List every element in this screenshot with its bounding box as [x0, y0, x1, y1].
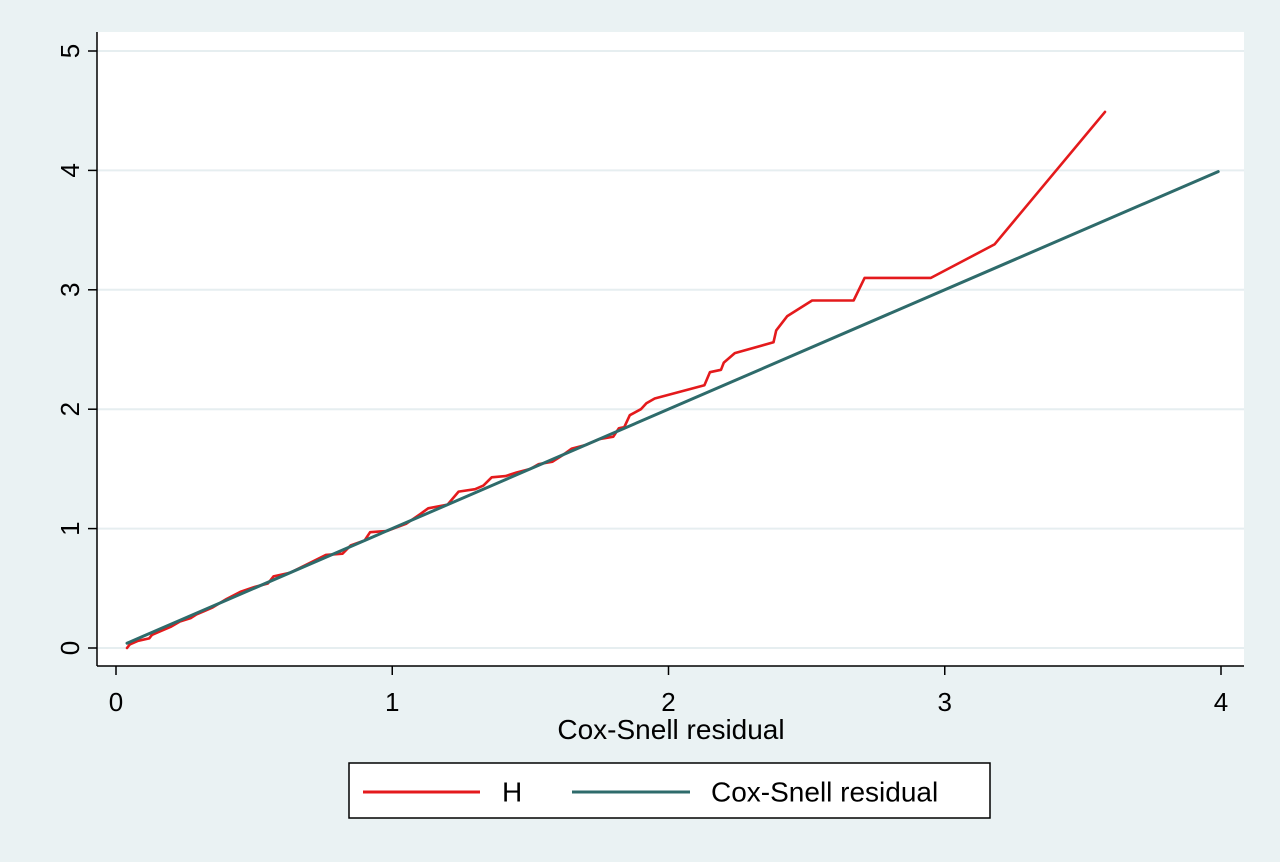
y-tick-label: 1 [55, 521, 85, 535]
series-line-cox-snell [125, 170, 1220, 645]
x-axis-title: Cox-Snell residual [557, 714, 784, 745]
y-tick-label: 0 [55, 641, 85, 655]
x-tick-label: 4 [1214, 687, 1228, 717]
x-tick-label: 3 [938, 687, 952, 717]
x-tick-label: 2 [661, 687, 675, 717]
y-tick-label: 3 [55, 283, 85, 297]
plot-area [97, 32, 1244, 666]
series [125, 110, 1220, 650]
legend-label-cox-snell: Cox-Snell residual [711, 777, 938, 808]
y-tick-label: 4 [55, 163, 85, 177]
y-tick-label: 5 [55, 44, 85, 58]
y-tick-label: 2 [55, 402, 85, 416]
x-tick-label: 1 [385, 687, 399, 717]
legend: H Cox-Snell residual [348, 762, 991, 819]
legend-label-h: H [502, 777, 522, 808]
axes: 0 1 2 3 4 5 0 1 2 3 4 [55, 32, 1244, 717]
x-tick-label: 0 [109, 687, 123, 717]
